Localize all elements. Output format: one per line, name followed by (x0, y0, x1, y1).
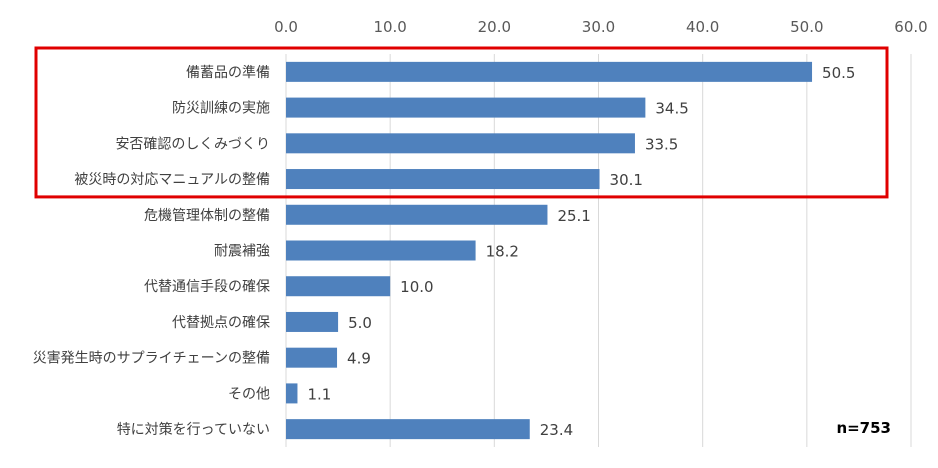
category-label: 代替通信手段の確保 (144, 279, 270, 295)
bar (286, 204, 548, 225)
category-label: 安否確認のしくみづくり (115, 136, 270, 152)
data-labels: 50.5 34.5 33.530.1 25.1 18.2 10.0 5.0 4.9 1.1 23.… (307, 64, 855, 439)
data-label: 23.4 (540, 421, 573, 439)
category-label: 備蓄品の準備 (186, 65, 270, 81)
bar (286, 240, 476, 261)
category-label: 防災訓練の実施 (172, 101, 270, 117)
data-label: 50.5 (822, 64, 855, 82)
bar (286, 311, 339, 332)
x-tick-label: 60.0 (894, 18, 927, 36)
x-axis-ticks: 0.0 10.0 20.0 30.0 40.0 50.0 60.0 (274, 18, 928, 36)
gridlines (285, 54, 912, 447)
x-tick-label: 0.0 (274, 18, 298, 36)
data-label: 30.1 (610, 171, 643, 189)
x-tick-label: 50.0 (790, 18, 823, 36)
category-label: 災害発生時のサプライチェーンの整備 (33, 351, 270, 367)
bar (286, 383, 298, 404)
data-label: 1.1 (307, 385, 331, 403)
data-label: 5.0 (348, 314, 372, 332)
data-label: 4.9 (347, 350, 371, 368)
bar (286, 169, 600, 190)
x-tick-label: 10.0 (373, 18, 406, 36)
category-label: その他 (228, 386, 270, 402)
category-label: 特に対策を行っていない (117, 421, 270, 438)
data-label: 34.5 (655, 100, 688, 118)
category-label: 危機管理体制の整備 (144, 208, 270, 224)
highlight-box (34, 46, 889, 199)
data-label: 18.2 (486, 243, 519, 261)
bar (286, 347, 338, 368)
bar (286, 133, 635, 154)
bar (286, 419, 530, 440)
data-label: 10.0 (400, 278, 433, 296)
data-label: 25.1 (557, 207, 590, 225)
sample-size-note: n=753 (836, 419, 891, 437)
x-tick-label: 30.0 (582, 18, 615, 36)
bars (286, 61, 813, 440)
x-tick-label: 40.0 (686, 18, 719, 36)
bar (286, 276, 391, 297)
bar (286, 97, 646, 118)
category-label: 代替拠点の確保 (172, 315, 270, 331)
category-label: 被災時の対応マニュアルの整備 (74, 172, 270, 188)
category-labels: 備蓄品の準備防災訓練の実施安否確認のしくみづくり被災時の対応マニュアルの整備危機… (33, 65, 270, 438)
bar (286, 61, 813, 82)
x-tick-label: 20.0 (478, 18, 511, 36)
category-label: 耐震補強 (214, 244, 270, 260)
data-label: 33.5 (645, 135, 678, 153)
